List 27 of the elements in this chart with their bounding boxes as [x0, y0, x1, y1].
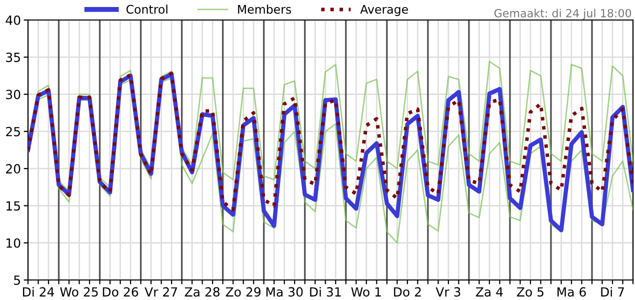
- legend-label: Members: [238, 4, 292, 14]
- x-tick-label: Zo 5: [516, 287, 544, 297]
- x-tick-label: Di 7: [601, 286, 624, 296]
- x-tick-label: Za 4: [476, 287, 503, 297]
- x-tick-label: Do 26: [102, 287, 138, 297]
- y-tick-label: 15: [6, 201, 20, 211]
- legend-label: Average: [360, 4, 408, 16]
- text: Gemaakt: di 24 jul 18:00: [494, 8, 632, 20]
- legend-label: Control: [126, 4, 168, 14]
- y-tick-label: 25: [6, 126, 20, 136]
- x-tick-label: Di 24: [22, 286, 54, 296]
- x-tick-label: Wo 1: [351, 287, 381, 297]
- y-tick-label: 20: [6, 164, 20, 174]
- y-tick-label: 5: [14, 276, 20, 285]
- x-tick-label: Ma 6: [558, 287, 586, 297]
- x-tick-label: Do 2: [394, 287, 421, 297]
- x-tick-label: Di 31: [310, 286, 341, 297]
- y-tick-label: 30: [6, 90, 20, 100]
- x-tick-label: Vr 27: [144, 287, 178, 296]
- x-tick-label: Vr 3: [436, 287, 460, 297]
- y-tick-label: 10: [6, 238, 20, 248]
- x-tick-label: Ma 30: [266, 287, 303, 297]
- x-tick-label: Za 28: [184, 287, 220, 297]
- x-tick-label: Wo 25: [60, 287, 98, 297]
- y-tick-label: 40: [6, 15, 20, 25]
- x-tick-label: Zo 29: [226, 287, 261, 297]
- y-tick-label: 35: [6, 52, 20, 62]
